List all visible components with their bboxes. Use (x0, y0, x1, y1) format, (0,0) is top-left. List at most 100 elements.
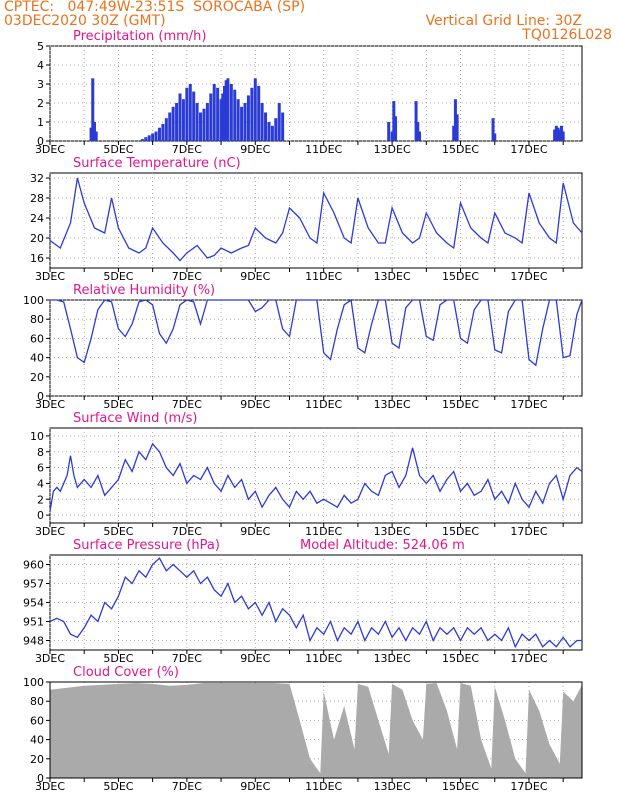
y-tick-label: 5 (37, 40, 44, 53)
x-tick-label: 15DEC (442, 143, 479, 156)
y-tick-label: 24 (30, 212, 44, 225)
precip-bar (175, 103, 179, 141)
precip-bar (556, 127, 560, 141)
y-tick-label: 948 (23, 635, 44, 648)
precip-bar (416, 122, 420, 141)
precip-bar (92, 122, 96, 141)
precip-bar (452, 125, 456, 141)
precip-bar (491, 118, 495, 141)
x-tick-label: 3DEC (35, 780, 65, 793)
x-tick-label: 5DEC (103, 525, 133, 538)
precip-bar (455, 114, 459, 141)
precip-bar (151, 133, 155, 141)
precip-bar (246, 95, 250, 141)
x-tick-label: 13DEC (374, 270, 411, 283)
x-tick-label: 3DEC (35, 398, 65, 411)
panel-title: Relative Humidity (%) (73, 283, 215, 298)
x-tick-label: 13DEC (374, 398, 411, 411)
x-tick-label: 17DEC (510, 398, 547, 411)
precip-bar (392, 101, 396, 141)
precip-bar (212, 84, 216, 141)
y-tick-label: 951 (23, 616, 44, 629)
precip-bar (161, 123, 165, 141)
x-tick-label: 3DEC (35, 143, 65, 156)
precip-bar (264, 112, 268, 141)
panel-frame-overlay (49, 681, 583, 779)
precip-bar (414, 101, 418, 141)
x-tick-label: 5DEC (103, 398, 133, 411)
precip-bar (558, 129, 562, 141)
header-right-2: TQ0126L028 (522, 27, 612, 43)
header-right-1: Vertical Grid Line: 30Z (425, 13, 582, 29)
precip-bar (267, 122, 271, 141)
y-tick-label: 954 (23, 597, 44, 610)
precip-bar (281, 112, 285, 141)
x-tick-label: 11DEC (305, 780, 342, 793)
precip-bar (260, 103, 264, 141)
y-tick-label: 957 (23, 578, 44, 591)
x-tick-label: 3DEC (35, 525, 65, 538)
x-tick-label: 11DEC (305, 525, 342, 538)
precip-bar (221, 93, 225, 141)
x-tick-label: 11DEC (305, 398, 342, 411)
precip-bar (236, 99, 240, 141)
x-tick-label: 7DEC (172, 270, 202, 283)
precip-bar (209, 93, 213, 141)
x-tick-label: 5DEC (103, 270, 133, 283)
x-tick-label: 15DEC (442, 780, 479, 793)
precip-bar (224, 80, 228, 141)
y-tick-label: 0 (37, 509, 44, 522)
precip-bar (561, 131, 565, 141)
header-line-2: 03DEC2020 30Z (GMT) (4, 13, 166, 29)
x-tick-label: 7DEC (172, 143, 202, 156)
series-line-2 (50, 298, 583, 367)
precip-bar (277, 103, 281, 141)
x-tick-label: 17DEC (510, 143, 547, 156)
x-tick-label: 13DEC (374, 780, 411, 793)
precip-bar (219, 99, 223, 141)
y-tick-label: 0 (37, 772, 44, 785)
panel-frame-3 (49, 427, 583, 524)
panel-frame-0 (49, 45, 583, 142)
precip-bar (229, 84, 233, 141)
y-tick-label: 4 (37, 59, 44, 72)
y-tick-label: 6 (37, 462, 44, 475)
precip-bar (91, 78, 95, 141)
x-tick-label: 11DEC (305, 652, 342, 665)
x-tick-label: 5DEC (103, 780, 133, 793)
precip-bar (253, 78, 257, 141)
panel-title: Surface Temperature (nC) (73, 156, 241, 171)
precip-bar (394, 116, 398, 141)
precip-bar (233, 89, 237, 141)
precip-bar (387, 122, 391, 141)
x-tick-label: 9DEC (240, 143, 270, 156)
precip-bar (205, 103, 209, 141)
x-tick-label: 7DEC (172, 780, 202, 793)
cloud-cover-area (50, 683, 582, 778)
precip-bar (243, 103, 247, 141)
precip-bar (140, 139, 144, 141)
precip-bar (493, 133, 497, 141)
precip-bar (257, 85, 261, 141)
y-tick-label: 20 (30, 753, 44, 766)
x-tick-label: 3DEC (35, 652, 65, 665)
precip-bar (178, 93, 182, 141)
precip-bar (147, 135, 151, 141)
precip-bar (226, 78, 230, 141)
x-tick-label: 13DEC (374, 652, 411, 665)
precip-bar (274, 118, 278, 141)
y-tick-label: 40 (30, 734, 44, 747)
precip-bar (89, 127, 93, 141)
x-tick-label: 15DEC (442, 652, 479, 665)
y-tick-label: 0 (37, 390, 44, 403)
panel-title: Surface Wind (m/s) (73, 411, 197, 426)
precip-bar (181, 99, 185, 141)
precip-bar (168, 112, 172, 141)
precip-bar (553, 129, 557, 141)
precip-bar (417, 131, 421, 141)
precip-bar (453, 99, 457, 141)
precip-bar (554, 125, 558, 141)
y-tick-label: 28 (30, 192, 44, 205)
y-tick-label: 1 (37, 116, 44, 129)
x-tick-label: 9DEC (240, 398, 270, 411)
